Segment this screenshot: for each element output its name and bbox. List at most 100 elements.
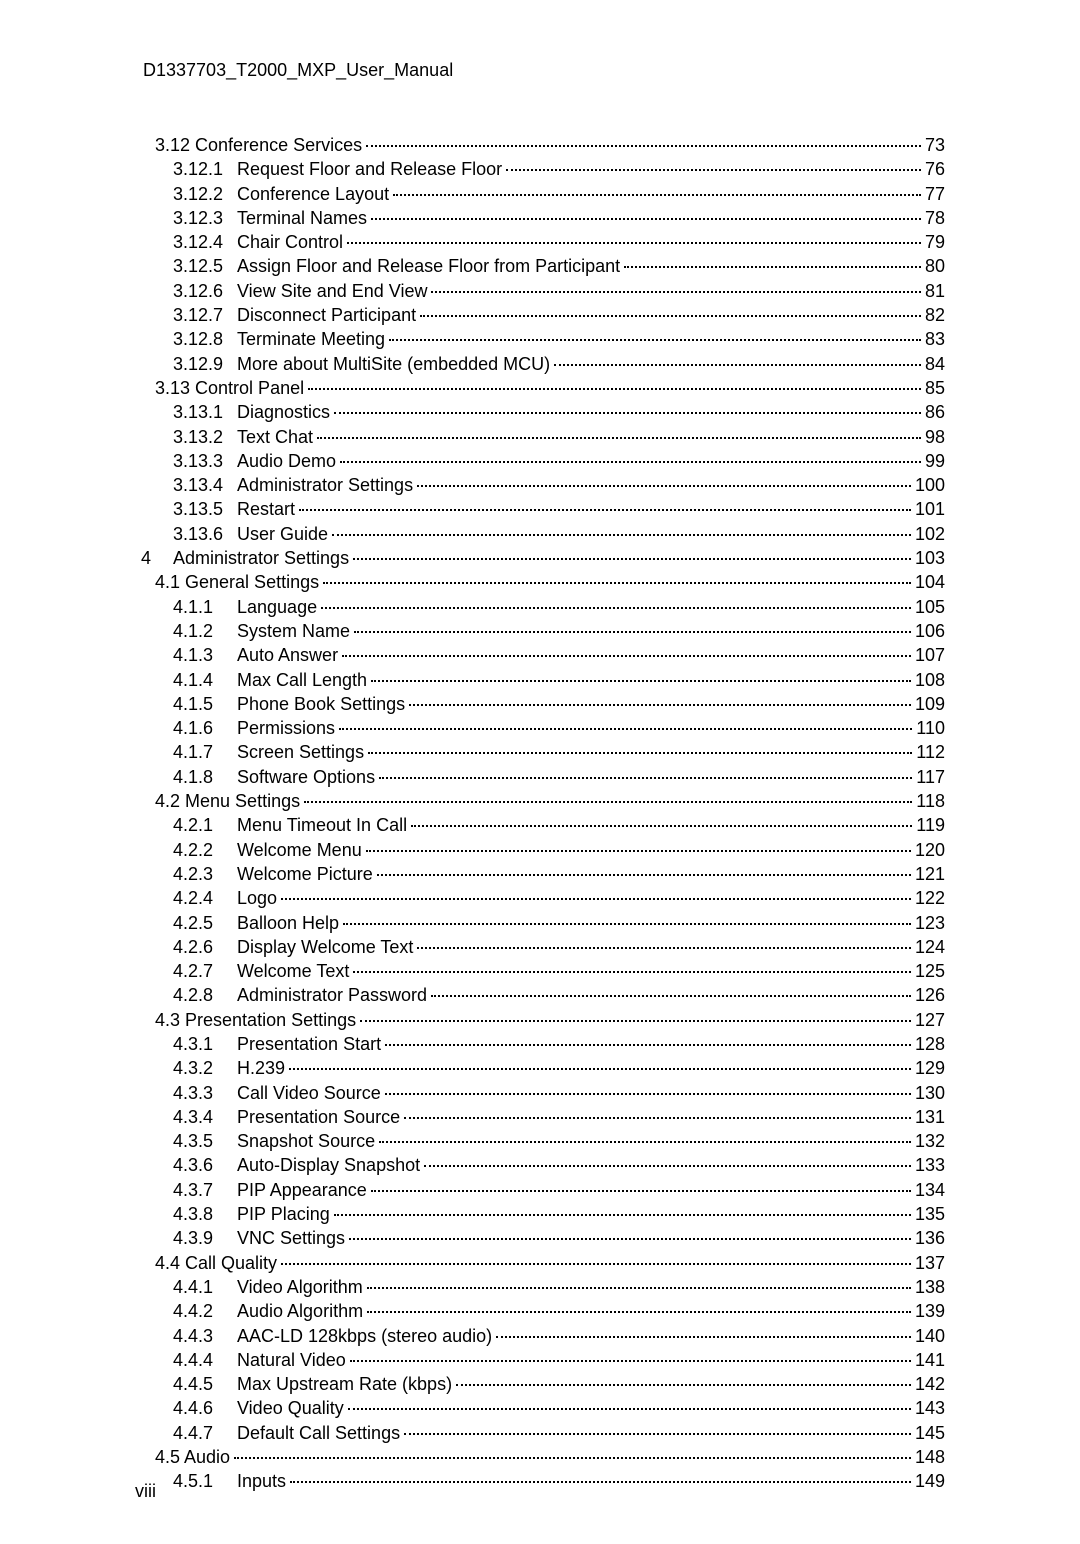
toc-row: 4.3.3Call Video Source 130 <box>141 1081 945 1105</box>
toc-leader-dots <box>554 364 921 366</box>
toc-number: 4.3.5 <box>141 1129 237 1153</box>
toc-title: Snapshot Source <box>237 1129 375 1153</box>
toc-page-number: 102 <box>915 522 945 546</box>
toc-leader-dots <box>420 315 921 317</box>
toc-title: System Name <box>237 619 350 643</box>
toc-page-number: 82 <box>925 303 945 327</box>
toc-row: 4.4.7Default Call Settings 145 <box>141 1421 945 1445</box>
toc-row: 4.5 Audio 148 <box>141 1445 945 1469</box>
toc-page-number: 112 <box>916 740 945 764</box>
toc-page-number: 104 <box>915 570 945 594</box>
toc-number: 3.13.6 <box>141 522 237 546</box>
toc-number: 4.2.4 <box>141 886 237 910</box>
toc-page-number: 137 <box>915 1251 945 1275</box>
toc-leader-dots <box>424 1165 911 1167</box>
toc-title: Request Floor and Release Floor <box>237 157 502 181</box>
toc-page-number: 123 <box>915 911 945 935</box>
toc-leader-dots <box>417 947 911 949</box>
toc-title: Diagnostics <box>237 400 330 424</box>
toc-page-number: 119 <box>916 813 945 837</box>
toc-title: Logo <box>237 886 277 910</box>
toc-number: 4.4.4 <box>141 1348 237 1372</box>
toc-number: 4.3.4 <box>141 1105 237 1129</box>
toc-leader-dots <box>332 534 911 536</box>
toc-page-number: 132 <box>915 1129 945 1153</box>
toc-title: Administrator Settings <box>237 473 413 497</box>
toc-page-number: 135 <box>915 1202 945 1226</box>
toc-row: 3.12.6View Site and End View 81 <box>141 279 945 303</box>
toc-number: 4.3.2 <box>141 1056 237 1080</box>
toc-row: 4.2.6Display Welcome Text 124 <box>141 935 945 959</box>
toc-leader-dots <box>317 437 921 439</box>
toc-title: Disconnect Participant <box>237 303 416 327</box>
toc-row: 3.12.5Assign Floor and Release Floor fro… <box>141 254 945 278</box>
toc-leader-dots <box>379 1141 911 1143</box>
toc-number: 4.2.5 <box>141 911 237 935</box>
toc-title: Terminal Names <box>237 206 367 230</box>
toc-number: 3.13.1 <box>141 400 237 424</box>
toc-title: Call Video Source <box>237 1081 381 1105</box>
toc-leader-dots <box>368 752 912 754</box>
toc-leader-dots <box>334 1214 911 1216</box>
toc-leader-dots <box>506 169 921 171</box>
toc-row: 4.4 Call Quality 137 <box>141 1251 945 1275</box>
toc-row: 4.3.5Snapshot Source 132 <box>141 1129 945 1153</box>
toc-leader-dots <box>393 194 921 196</box>
toc-number: 4.3.8 <box>141 1202 237 1226</box>
toc-number: 4.3.1 <box>141 1032 237 1056</box>
toc-page-number: 99 <box>925 449 945 473</box>
toc-title: Default Call Settings <box>237 1421 400 1445</box>
toc-row: 4.2.4Logo 122 <box>141 886 945 910</box>
toc-number: 3.13.2 <box>141 425 237 449</box>
toc-number: 4.3.9 <box>141 1226 237 1250</box>
toc-title: PIP Appearance <box>237 1178 367 1202</box>
page-number-footer: viii <box>135 1481 156 1502</box>
toc-leader-dots <box>417 485 911 487</box>
toc-number: 4.3.7 <box>141 1178 237 1202</box>
toc-row: 3.12.4Chair Control 79 <box>141 230 945 254</box>
toc-page-number: 130 <box>915 1081 945 1105</box>
toc-page-number: 120 <box>915 838 945 862</box>
toc-row: 4.4.1Video Algorithm 138 <box>141 1275 945 1299</box>
toc-row: 4.4.6Video Quality 143 <box>141 1396 945 1420</box>
toc-leader-dots <box>353 558 911 560</box>
toc-page-number: 83 <box>925 327 945 351</box>
toc-row: 4.1.1Language 105 <box>141 595 945 619</box>
toc-page-number: 121 <box>915 862 945 886</box>
toc-title: Permissions <box>237 716 335 740</box>
toc-page-number: 77 <box>925 182 945 206</box>
toc-number: 4.1.2 <box>141 619 237 643</box>
toc-row: 3.13 Control Panel 85 <box>141 376 945 400</box>
toc-page-number: 140 <box>915 1324 945 1348</box>
toc-title: More about MultiSite (embedded MCU) <box>237 352 550 376</box>
toc-number: 4.1.3 <box>141 643 237 667</box>
toc-leader-dots <box>323 582 911 584</box>
toc-row: 4.4.5Max Upstream Rate (kbps) 142 <box>141 1372 945 1396</box>
toc-number-title: 4.1 General Settings <box>141 570 319 594</box>
toc-row: 4.4.2Audio Algorithm 139 <box>141 1299 945 1323</box>
toc-row: 3.13.3Audio Demo 99 <box>141 449 945 473</box>
toc-page-number: 76 <box>925 157 945 181</box>
toc-title: View Site and End View <box>237 279 427 303</box>
toc-row: 4.2.2Welcome Menu 120 <box>141 838 945 862</box>
toc-title: Presentation Source <box>237 1105 400 1129</box>
toc-title: Auto-Display Snapshot <box>237 1153 420 1177</box>
toc-number: 4.3.3 <box>141 1081 237 1105</box>
toc-page-number: 79 <box>925 230 945 254</box>
toc-number: 4.3.6 <box>141 1153 237 1177</box>
toc-page-number: 98 <box>925 425 945 449</box>
toc-page-number: 149 <box>915 1469 945 1493</box>
toc-title: Auto Answer <box>237 643 338 667</box>
toc-leader-dots <box>347 242 921 244</box>
toc-leader-dots <box>371 680 911 682</box>
toc-number-title: 3.12 Conference Services <box>141 133 362 157</box>
toc-row: 3.13.1Diagnostics 86 <box>141 400 945 424</box>
toc-number: 4.2.6 <box>141 935 237 959</box>
toc-title: Balloon Help <box>237 911 339 935</box>
toc-page-number: 143 <box>915 1396 945 1420</box>
toc-row: 4.5.1Inputs 149 <box>141 1469 945 1493</box>
toc-page-number: 142 <box>915 1372 945 1396</box>
toc-leader-dots <box>431 291 921 293</box>
document-header: D1337703_T2000_MXP_User_Manual <box>135 60 945 81</box>
toc-title: Chair Control <box>237 230 343 254</box>
